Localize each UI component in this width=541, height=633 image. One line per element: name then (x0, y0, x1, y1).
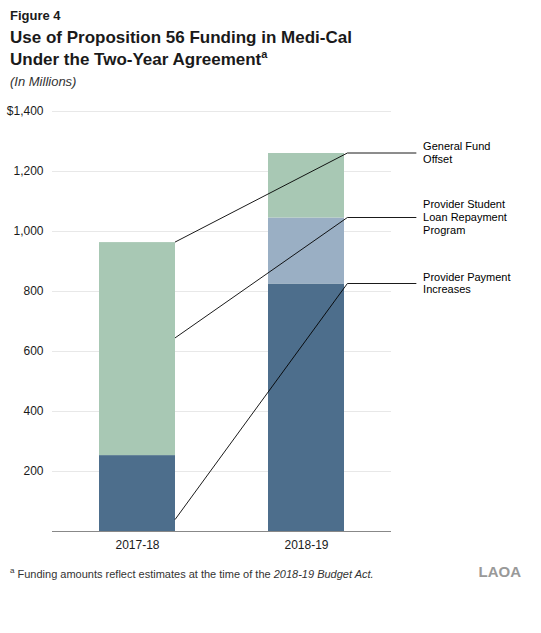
html-text:Figure 4: Figure 4 (10, 8, 61, 23)
svg-text:General FundOffset: General FundOffset (423, 140, 490, 165)
svg-text:2018-19: 2018-19 (284, 538, 328, 552)
svg-text:800: 800 (23, 284, 43, 298)
svg-text:2017-18: 2017-18 (115, 538, 159, 552)
svg-text:400: 400 (23, 404, 43, 418)
svg-text:Provider StudentLoan Repayment: Provider StudentLoan RepaymentProgram (423, 199, 507, 236)
svg-text:1,000: 1,000 (13, 224, 43, 238)
html-text:(In Millions): (In Millions) (10, 74, 77, 90)
html-text:Under the Two-Year Agreementa: Under the Two-Year Agreementa (10, 48, 268, 69)
svg-text:$1,400: $1,400 (7, 104, 44, 118)
html-text:LAOA: LAOA (478, 563, 521, 581)
svg-text:200: 200 (23, 464, 43, 478)
svg-text:1,200: 1,200 (13, 164, 43, 178)
html-text:aFunding amounts reflect estim: aFunding amounts reflect estimates at th… (10, 565, 374, 580)
svg-text:600: 600 (23, 344, 43, 358)
html-text:Use of Proposition 56 Funding: Use of Proposition 56 Funding in Medi-Ca… (10, 28, 352, 47)
svg-text:Provider PaymentIncreases: Provider PaymentIncreases (423, 271, 510, 296)
